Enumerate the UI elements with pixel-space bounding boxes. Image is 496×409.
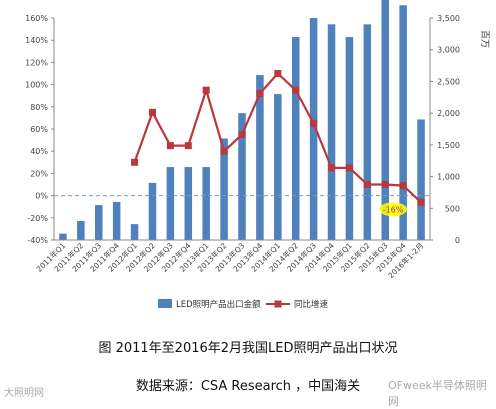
bar [148,182,157,240]
right-tick-label: 2,500 [437,77,460,86]
growth-marker [220,147,228,155]
growth-marker [363,181,371,188]
bar [345,37,354,241]
watermark-left: 大照明网 [4,388,44,399]
bar-series [59,0,425,241]
bar [417,119,425,240]
growth-marker [345,164,353,172]
bar [112,201,121,240]
growth-marker [256,89,264,97]
bar [309,18,318,240]
growth-marker [399,182,407,190]
left-tick-label: -20% [27,214,48,223]
annotation-highlight [379,202,408,217]
left-tick-label: 80% [30,103,48,112]
left-tick-label: -40% [27,236,48,245]
growth-marker [274,70,282,77]
growth-marker [131,158,139,166]
growth-marker [148,108,156,116]
right-tick-label: 2,000 [437,109,460,118]
bar [130,224,139,240]
chart-title: 图 2011年至2016年2月我国LED照明产品出口状况 [98,341,398,356]
growth-marker [328,164,336,172]
left-tick-label: 60% [30,125,48,134]
bar [399,5,407,241]
left-tick-label: 0% [35,192,48,201]
growth-marker [292,86,300,94]
bar [202,167,210,240]
annotation-label: -16% [383,205,404,214]
legend-line-label: 同比增速 [294,299,329,310]
bar [220,138,228,240]
left-tick-label: 120% [25,58,48,67]
right-tick-label: 1,500 [437,141,460,150]
growth-marker [238,131,246,139]
data-source-note: 数据来源：CSA Research ，中国海关 [135,379,361,394]
growth-marker [381,181,389,188]
right-tick-label: 1,000 [437,173,460,182]
right-tick-label: 3,000 [437,46,460,55]
growth-marker [202,86,210,94]
growth-marker [417,198,425,206]
bar [184,167,193,240]
left-tick-label: 100% [25,81,48,90]
bar [363,24,372,240]
legend-bar-label: LED照明产品出口金额 [176,299,261,310]
bar [95,205,103,240]
bar [59,233,67,240]
growth-marker [184,142,192,150]
bar [238,113,246,240]
right-tick-label: 0 [455,236,460,245]
bar [381,0,389,241]
watermark-right: OFweek半导体照明网 [388,379,487,408]
right-axis-title: 百万 [479,30,490,48]
right-tick-label: 3,500 [437,14,460,23]
bar [166,167,175,240]
bar [77,220,85,240]
bar [274,94,282,240]
left-tick-label: 140% [25,36,48,45]
left-tick-label: 160% [25,14,48,23]
chart-svg: -16% -40% -20% 0% 20% 40% 60% 80% 100% 120% 140% 1… [25,0,490,310]
legend-bar-swatch [158,299,172,308]
chart-legend: LED照明产品出口金额 同比增速 [158,299,329,310]
right-tick-label: 500 [445,204,460,213]
bar [256,75,264,240]
growth-marker [310,119,318,127]
line-series: -16% [131,70,425,217]
bar [291,37,300,241]
growth-marker [166,142,174,150]
left-tick-label: 20% [30,169,48,178]
legend-line-marker [274,300,282,308]
bar [327,24,336,240]
left-tick-label: 40% [30,147,48,156]
chart-axes: -40% -20% 0% 20% 40% 60% 80% 100% 120% 140% 160% 0 5… [25,14,490,280]
